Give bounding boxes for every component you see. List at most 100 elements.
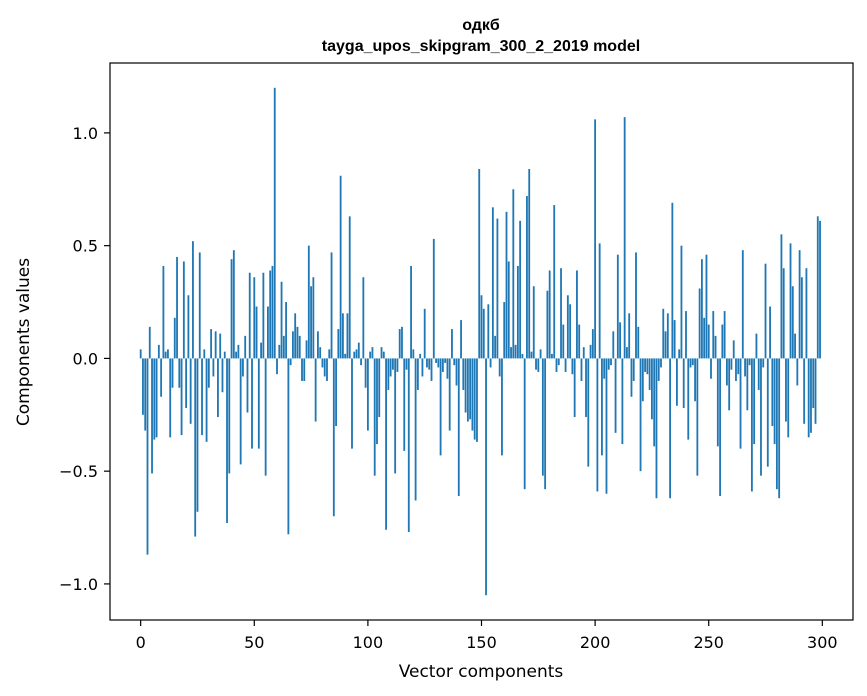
- bar-282: [780, 234, 783, 359]
- bar-253: [714, 335, 717, 359]
- bar-137: [451, 329, 453, 359]
- bar-267: [746, 358, 749, 411]
- bar-14: [171, 358, 174, 388]
- bar-27: [201, 358, 203, 436]
- y-tick-label-3: 0.5: [73, 237, 98, 256]
- bar-258: [725, 358, 728, 386]
- bar-41: [232, 250, 235, 359]
- bar-153: [487, 304, 490, 359]
- bar-261: [732, 340, 735, 359]
- bar-53: [260, 342, 263, 359]
- x-tick-label-300: 300: [807, 633, 838, 652]
- bar-250: [707, 324, 710, 359]
- bar-245: [696, 358, 699, 476]
- bar-20: [185, 358, 188, 409]
- bar-182: [553, 205, 556, 359]
- bar-260: [730, 358, 733, 370]
- bar-156: [494, 335, 497, 359]
- bar-23: [192, 241, 194, 359]
- bar-94: [353, 351, 356, 359]
- bar-8: [157, 344, 160, 359]
- bar-66: [289, 358, 292, 366]
- bar-262: [735, 358, 737, 381]
- bar-12: [167, 349, 169, 359]
- x-tick-label-50: 50: [244, 633, 264, 652]
- bar-13: [169, 358, 172, 438]
- bar-211: [619, 322, 622, 359]
- bar-148: [476, 358, 478, 442]
- bar-170: [526, 196, 528, 359]
- bar-207: [610, 358, 612, 366]
- bar-91: [346, 313, 349, 359]
- bar-81: [323, 358, 326, 377]
- bar-138: [453, 358, 456, 366]
- bar-169: [523, 358, 526, 490]
- y-tick-label-2: 0.0: [73, 349, 98, 368]
- bar-123: [419, 353, 422, 359]
- bar-298: [816, 216, 819, 359]
- bar-67: [292, 331, 294, 359]
- bar-200: [594, 119, 597, 359]
- bar-54: [262, 272, 265, 359]
- bar-111: [391, 358, 394, 370]
- bar-293: [805, 268, 808, 359]
- bar-133: [441, 358, 444, 372]
- bar-57: [269, 270, 272, 359]
- chart-title-line2: tayga_upos_skipgram_300_2_2019 model: [322, 38, 640, 55]
- bar-287: [791, 286, 794, 359]
- bar-249: [705, 254, 708, 359]
- x-tick-label-250: 250: [693, 633, 724, 652]
- bar-44: [239, 358, 242, 465]
- bar-294: [807, 358, 810, 438]
- bar-275: [764, 263, 767, 359]
- bar-149: [478, 168, 481, 359]
- bar-93: [351, 358, 353, 449]
- bar-228: [657, 358, 660, 381]
- bar-206: [607, 358, 610, 370]
- bar-214: [626, 347, 628, 359]
- bar-292: [803, 358, 806, 424]
- bar-141: [460, 320, 462, 359]
- bar-84: [330, 252, 333, 359]
- bar-29: [205, 358, 208, 442]
- bar-64: [285, 302, 287, 359]
- bar-99: [364, 358, 367, 388]
- bar-177: [541, 358, 544, 476]
- bar-176: [539, 349, 542, 359]
- bar-151: [482, 308, 485, 359]
- bar-48: [248, 272, 251, 359]
- bar-265: [741, 250, 744, 359]
- bar-97: [360, 358, 362, 366]
- bar-59: [273, 87, 276, 359]
- bar-19: [182, 261, 185, 359]
- bar-285: [787, 358, 790, 438]
- bar-194: [580, 358, 583, 381]
- bar-195: [582, 347, 585, 359]
- bar-110: [389, 358, 392, 377]
- bar-74: [307, 245, 310, 359]
- bar-155: [491, 207, 494, 359]
- bar-168: [521, 353, 524, 359]
- x-axis-label: Vector components: [399, 662, 564, 682]
- bar-154: [489, 358, 492, 368]
- bar-283: [782, 268, 785, 359]
- bar-203: [601, 358, 603, 456]
- bar-100: [366, 358, 369, 431]
- bar-297: [814, 358, 817, 424]
- bar-101: [369, 351, 372, 359]
- bar-60: [276, 358, 278, 375]
- bar-223: [646, 358, 649, 375]
- bar-220: [639, 358, 642, 472]
- bar-241: [687, 358, 690, 440]
- bar-136: [448, 358, 451, 431]
- bar-103: [373, 358, 376, 476]
- bar-117: [405, 358, 408, 370]
- chart-title-line1: одкб: [462, 17, 500, 34]
- bar-65: [287, 358, 290, 535]
- bar-272: [757, 358, 760, 390]
- bar-172: [530, 351, 533, 359]
- bar-271: [755, 333, 758, 359]
- bar-209: [614, 358, 617, 433]
- bar-89: [341, 313, 344, 359]
- bar-82: [326, 358, 328, 381]
